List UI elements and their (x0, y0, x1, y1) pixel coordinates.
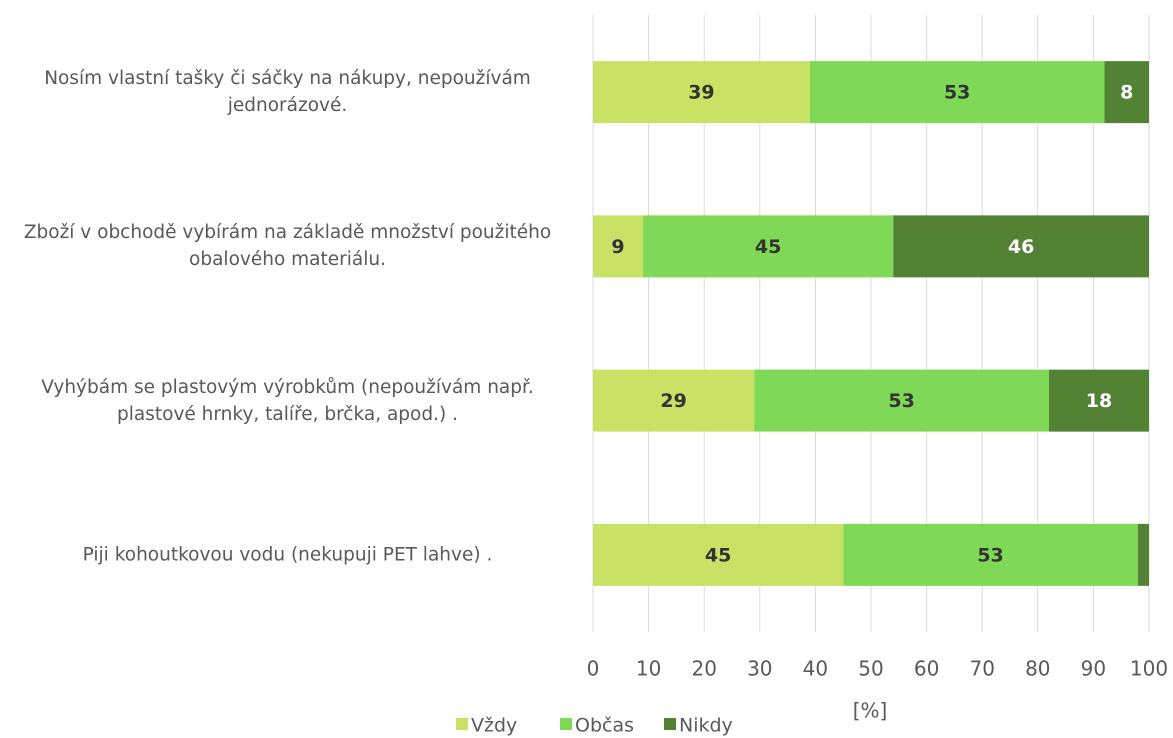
bar-segment (593, 61, 810, 124)
data-label: 53 (944, 82, 970, 104)
bar-segment (1048, 369, 1149, 432)
category-label: Zboží v obchodě vybírám na základě množs… (23, 222, 552, 271)
legend-label: Vždy (471, 715, 517, 737)
x-axis-label: [%] (853, 699, 888, 723)
x-tick-label: 80 (1025, 657, 1050, 681)
data-label: 53 (888, 390, 914, 412)
x-tick-label: 50 (858, 657, 883, 681)
bar-segment (754, 369, 1049, 432)
bar-segment (593, 369, 755, 432)
data-label: 39 (688, 82, 714, 104)
bar-segment (593, 215, 644, 278)
data-label: 8 (1120, 82, 1133, 104)
data-label: 18 (1086, 390, 1112, 412)
bar-segment (843, 523, 1138, 586)
x-tick-label: 30 (747, 657, 772, 681)
legend-swatch (456, 718, 468, 730)
bar-segment (1137, 523, 1149, 586)
x-tick-label: 70 (969, 657, 994, 681)
data-label: 9 (611, 236, 624, 258)
legend-swatch (664, 718, 676, 730)
data-label: 29 (660, 390, 686, 412)
x-tick-label: 90 (1081, 657, 1106, 681)
x-tick-label: 20 (691, 657, 716, 681)
x-tick-label: 100 (1130, 657, 1168, 681)
data-label: 46 (1008, 236, 1034, 258)
bar-segment (643, 215, 894, 278)
category-label: Vyhýbám se plastovým výrobkům (nepoužívá… (41, 376, 534, 425)
data-label: 53 (977, 544, 1003, 566)
legend-swatch (560, 718, 572, 730)
bar-segment (1104, 61, 1149, 124)
legend-label: Nikdy (679, 715, 733, 737)
category-label: Piji kohoutkovou vodu (nekupuji PET lahv… (82, 544, 493, 566)
x-tick-label: 0 (587, 657, 600, 681)
legend-label: Občas (575, 715, 634, 737)
x-tick-label: 40 (803, 657, 828, 681)
data-label: 45 (755, 236, 781, 258)
bar-segment (809, 61, 1105, 124)
bar-segment (893, 215, 1149, 278)
bar-segment (593, 523, 844, 586)
x-tick-label: 60 (914, 657, 939, 681)
data-label: 45 (705, 544, 731, 566)
x-tick-label: 10 (636, 657, 661, 681)
category-label: Nosím vlastní tašky či sáčky na nákupy, … (44, 68, 531, 117)
